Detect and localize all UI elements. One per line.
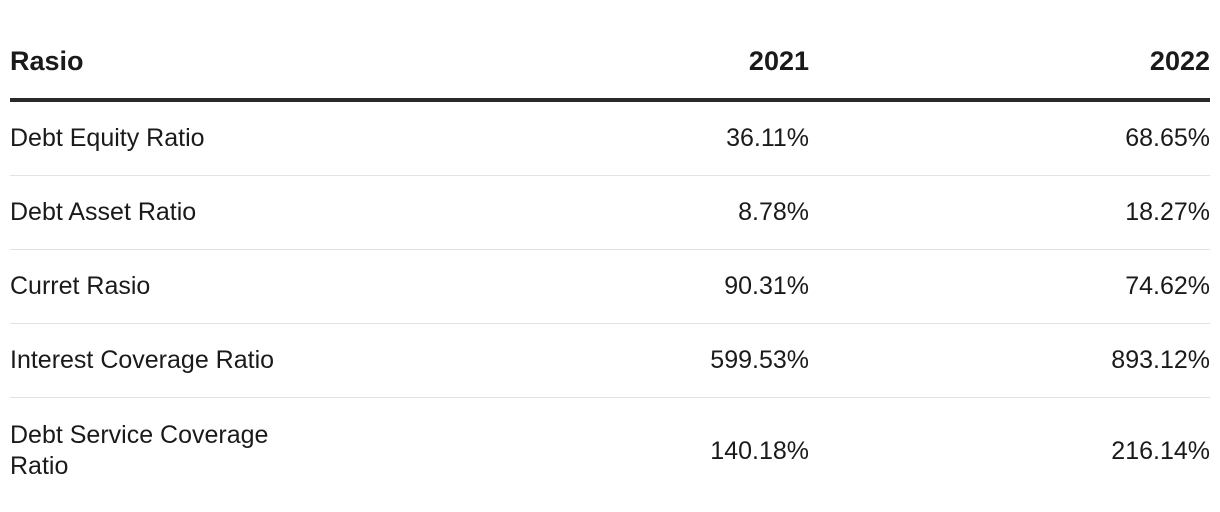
table-row: Curret Rasio 90.31% 74.62%	[10, 249, 1210, 324]
header-cell: 2021	[310, 24, 809, 102]
value-cell: 599.53%	[310, 323, 809, 398]
value-cell: 893.12%	[809, 323, 1210, 398]
ratio-table: Rasio 2021 2022 Debt Equity Ratio 36.11% 68.…	[10, 24, 1210, 504]
label-cell: Curret Rasio	[10, 249, 310, 324]
label-cell: Debt Asset Ratio	[10, 175, 310, 250]
header-cell: 2022	[809, 24, 1210, 102]
value-cell: 68.65%	[809, 100, 1210, 176]
label-cell: Debt Service Coverage Ratio	[10, 421, 269, 480]
header-cell: Rasio	[10, 24, 310, 102]
value-cell: 74.62%	[809, 249, 1210, 324]
value-cell: 90.31%	[310, 249, 809, 324]
label-cell: Interest Coverage Ratio	[10, 323, 310, 398]
value-cell: 140.18%	[710, 436, 809, 465]
value-cell: 216.14%	[1111, 436, 1210, 465]
table-row: Debt Service Coverage Ratio 140.18% 216.14…	[10, 398, 1210, 505]
value-cell: 18.27%	[809, 175, 1210, 250]
table-row: Debt Asset Ratio 8.78% 18.27%	[10, 175, 1210, 250]
table-row: Interest Coverage Ratio 599.53% 893.12%	[10, 323, 1210, 398]
value-cell: 8.78%	[310, 175, 809, 250]
value-cell: 36.11%	[310, 100, 809, 176]
table-body: Debt Equity Ratio 36.11% 68.65% Debt Asset …	[10, 100, 1210, 504]
label-cell: Debt Equity Ratio	[10, 100, 310, 176]
table-header: Rasio 2021 2022	[10, 24, 1210, 102]
table-row: Debt Equity Ratio 36.11% 68.65%	[10, 100, 1210, 176]
header-row: Rasio 2021 2022	[10, 24, 1210, 102]
